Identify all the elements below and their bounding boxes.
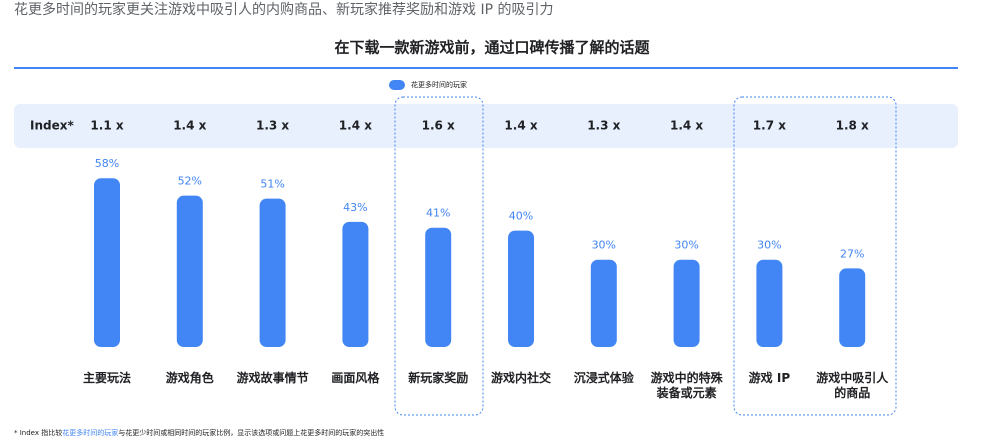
x-tick-line: 游戏角色 [166,370,214,385]
value-label: 52% [178,175,202,188]
bar [94,178,120,347]
value-label: 43% [343,201,367,214]
value-label: 30% [674,239,698,252]
bar [839,268,866,347]
x-tick-label: 沉浸式体验 [574,370,635,385]
x-tick-label: 游戏中吸引人的商品 [816,370,889,400]
x-tick-label: 游戏故事情节 [237,370,309,385]
x-tick-line: 游戏内社交 [491,370,551,385]
value-label: 30% [757,239,781,252]
bar [756,259,783,347]
x-tick-label: 新玩家奖励 [408,370,468,385]
bar [508,230,534,347]
bar [342,221,369,347]
legend-swatch [389,80,405,90]
bar [176,195,203,347]
x-tick-label: 游戏角色 [166,370,214,385]
index-value: 1.4 x [173,119,206,133]
x-tick-line: 游戏 IP [749,370,791,385]
index-value: 1.8 x [836,119,869,133]
x-tick-line: 画面风格 [331,370,380,385]
index-value: 1.4 x [504,119,537,133]
index-value: 1.6 x [422,119,455,133]
index-value: 1.4 x [670,119,703,133]
value-label: 51% [260,178,284,191]
x-tick-label: 游戏中的特殊装备或元素 [651,370,724,400]
highlight-box [733,96,897,416]
footnote: * Index 指比较花更多时间的玩家与花更少时间或相同时间的玩家比例，显示该选… [14,428,384,437]
x-tick-line: 装备或元素 [656,385,717,400]
index-label: Index* [30,119,74,133]
value-label: 40% [509,210,533,223]
x-tick-line: 沉浸式体验 [574,370,635,385]
index-value: 1.4 x [339,119,372,133]
index-band [14,104,958,148]
x-tick-line: 主要玩法 [83,370,131,385]
index-value: 1.7 x [753,119,786,133]
x-tick-label: 主要玩法 [83,370,131,385]
footnote-text: * Index 指比较 [14,428,62,437]
chart-title: 在下载一款新游戏前，通过口碑传播了解的话题 [334,39,650,57]
bar [590,259,617,347]
x-tick-line: 的商品 [834,385,870,400]
x-tick-line: 游戏中吸引人 [816,370,889,385]
x-tick-line: 新玩家奖励 [408,370,468,385]
value-label: 30% [592,239,616,252]
highlight-box [394,96,484,416]
x-tick-label: 游戏 IP [749,370,791,385]
bar [425,227,452,347]
value-label: 58% [95,157,119,170]
bar [673,259,700,347]
x-tick-line: 游戏故事情节 [237,370,309,385]
index-value: 1.3 x [587,119,620,133]
x-tick-label: 画面风格 [331,370,380,385]
x-tick-label: 游戏内社交 [491,370,551,385]
footnote-highlight: 花更多时间的玩家 [62,428,118,437]
value-label: 27% [840,247,864,260]
footnote-text: 与花更少时间或相同时间的玩家比例，显示该选项或问题上花更多时间的玩家的突出性 [118,428,384,437]
index-value: 1.3 x [256,119,289,133]
bar [259,198,286,347]
x-tick-line: 游戏中的特殊 [651,370,724,385]
index-value: 1.1 x [90,119,123,133]
page-heading: 花更多时间的玩家更关注游戏中吸引人的内购商品、新玩家推荐奖励和游戏 IP 的吸引… [14,1,553,18]
legend-label: 花更多时间的玩家 [411,80,467,89]
value-label: 41% [426,207,450,220]
